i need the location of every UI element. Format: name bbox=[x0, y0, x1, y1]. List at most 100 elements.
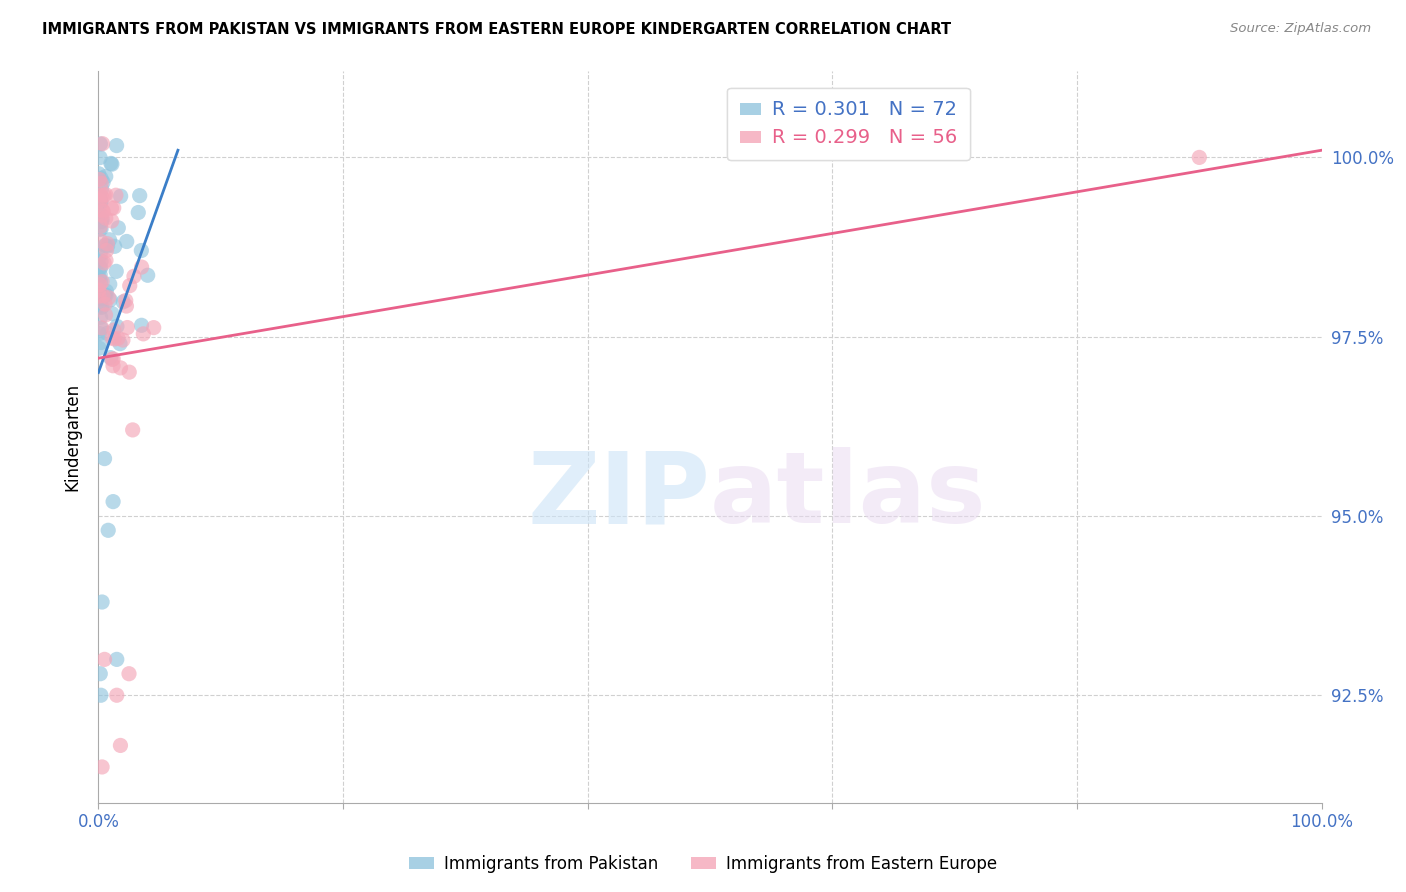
Point bbox=[87, 270, 110, 285]
Point bbox=[93, 256, 115, 270]
Point bbox=[89, 195, 111, 210]
Point bbox=[90, 208, 112, 222]
Point bbox=[118, 278, 141, 293]
Point bbox=[101, 306, 124, 320]
Point bbox=[89, 189, 111, 203]
Point bbox=[101, 331, 124, 345]
Point bbox=[100, 214, 122, 228]
Point bbox=[89, 260, 111, 275]
Point bbox=[87, 252, 110, 267]
Point bbox=[90, 301, 112, 315]
Point bbox=[132, 326, 155, 341]
Point bbox=[100, 201, 122, 215]
Point bbox=[89, 274, 111, 288]
Point bbox=[89, 193, 111, 207]
Point bbox=[91, 175, 114, 189]
Point bbox=[114, 293, 136, 308]
Point bbox=[98, 233, 121, 247]
Legend: R = 0.301   N = 72, R = 0.299   N = 56: R = 0.301 N = 72, R = 0.299 N = 56 bbox=[727, 87, 970, 160]
Point bbox=[90, 321, 112, 335]
Point bbox=[104, 188, 127, 202]
Point bbox=[89, 194, 111, 208]
Point bbox=[121, 423, 143, 437]
Point bbox=[89, 277, 111, 292]
Point bbox=[96, 244, 118, 258]
Point bbox=[105, 652, 128, 666]
Point bbox=[90, 182, 112, 196]
Point bbox=[90, 188, 112, 202]
Point bbox=[96, 285, 118, 299]
Point bbox=[111, 333, 134, 347]
Point bbox=[87, 167, 110, 181]
Point bbox=[90, 215, 112, 229]
Point bbox=[91, 136, 114, 151]
Point bbox=[131, 318, 153, 333]
Point bbox=[142, 320, 165, 334]
Point bbox=[100, 351, 122, 365]
Point bbox=[90, 177, 112, 191]
Point bbox=[90, 222, 112, 236]
Point bbox=[90, 292, 112, 306]
Point bbox=[91, 212, 114, 227]
Point bbox=[91, 208, 114, 222]
Point bbox=[107, 220, 129, 235]
Point bbox=[93, 652, 115, 666]
Point bbox=[94, 238, 117, 252]
Point bbox=[103, 323, 125, 337]
Y-axis label: Kindergarten: Kindergarten bbox=[63, 383, 82, 491]
Point bbox=[122, 269, 145, 284]
Point bbox=[104, 239, 127, 253]
Point bbox=[91, 760, 114, 774]
Point bbox=[118, 365, 141, 379]
Point bbox=[87, 341, 110, 355]
Point bbox=[110, 360, 132, 375]
Point bbox=[103, 332, 125, 346]
Point bbox=[93, 188, 115, 202]
Point bbox=[89, 286, 111, 301]
Point bbox=[89, 268, 111, 282]
Point bbox=[94, 239, 117, 253]
Point bbox=[100, 156, 122, 170]
Point bbox=[87, 283, 110, 297]
Point bbox=[110, 739, 132, 753]
Point bbox=[101, 494, 124, 508]
Point bbox=[90, 213, 112, 227]
Point bbox=[90, 254, 112, 268]
Point bbox=[90, 310, 112, 325]
Point bbox=[90, 260, 112, 275]
Point bbox=[90, 171, 112, 186]
Point bbox=[105, 264, 128, 278]
Point bbox=[117, 320, 139, 334]
Point bbox=[89, 299, 111, 313]
Point bbox=[131, 260, 153, 274]
Point bbox=[94, 187, 117, 202]
Point bbox=[101, 352, 124, 367]
Point bbox=[96, 236, 118, 251]
Point bbox=[90, 335, 112, 350]
Text: ZIP: ZIP bbox=[527, 447, 710, 544]
Point bbox=[128, 188, 150, 202]
Point bbox=[105, 319, 128, 334]
Point bbox=[115, 299, 138, 313]
Point bbox=[90, 219, 112, 234]
Point bbox=[97, 291, 120, 305]
Point bbox=[127, 205, 149, 219]
Point bbox=[107, 331, 129, 345]
Point bbox=[98, 277, 121, 292]
Point bbox=[94, 288, 117, 302]
Text: atlas: atlas bbox=[710, 447, 987, 544]
Point bbox=[110, 189, 132, 203]
Point bbox=[101, 157, 124, 171]
Point bbox=[97, 239, 120, 253]
Point bbox=[118, 666, 141, 681]
Point bbox=[105, 688, 128, 702]
Point bbox=[112, 294, 135, 309]
Point bbox=[136, 268, 159, 283]
Point bbox=[94, 253, 117, 268]
Point bbox=[87, 289, 110, 303]
Point bbox=[89, 151, 111, 165]
Point bbox=[103, 351, 125, 366]
Point bbox=[105, 138, 128, 153]
Point bbox=[91, 275, 114, 289]
Point bbox=[89, 136, 111, 151]
